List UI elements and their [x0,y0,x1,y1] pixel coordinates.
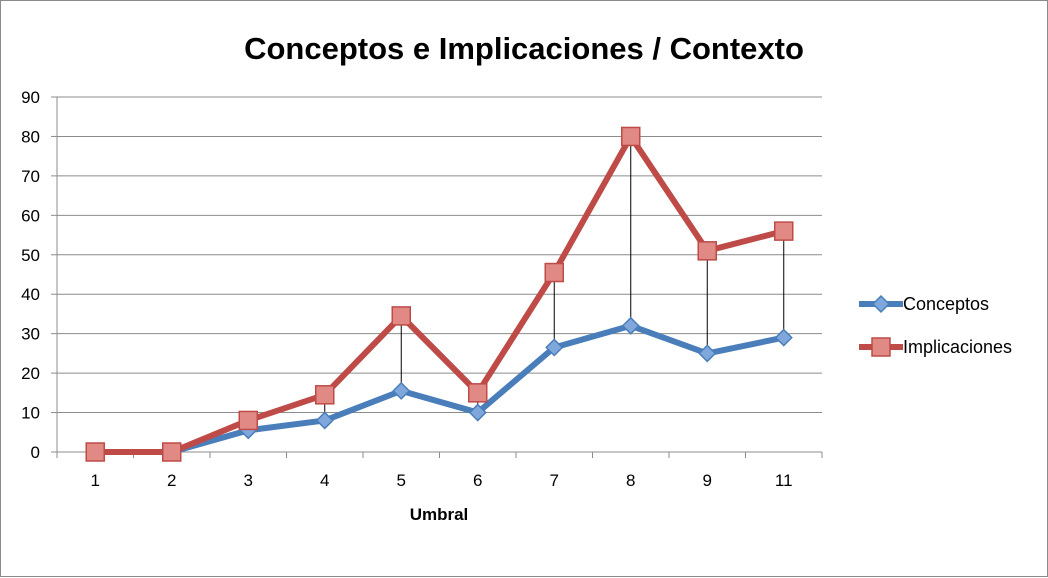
legend-label-conceptos: Conceptos [903,294,989,314]
x-tick-label: 6 [473,471,482,490]
data-point-conceptos [468,403,487,422]
y-tick-label: 50 [21,246,40,265]
y-tick-label: 40 [21,285,40,304]
data-point-conceptos [545,338,564,357]
series-line-conceptos [92,322,787,455]
legend-marker-implicaciones [871,337,891,357]
data-point-implicaciones [238,410,258,431]
data-point-implicaciones [774,221,794,241]
data-point-implicaciones [391,306,411,326]
series-markers [85,126,794,462]
data-point-conceptos [621,316,640,335]
data-point-conceptos [698,344,717,363]
y-tick-label: 0 [31,443,40,462]
grid-lines [57,96,822,414]
series-line-implicaciones [92,133,787,455]
chart-title: Conceptos e Implicaciones / Contexto [244,31,804,66]
y-tick-label: 60 [21,206,40,225]
y-tick-label: 10 [21,404,40,423]
data-point-implicaciones [544,262,564,283]
x-tick-label: 5 [397,471,406,490]
y-tick-label: 90 [21,88,40,107]
x-tick-label: 3 [244,471,253,490]
series-lines [92,133,787,455]
y-tick-label: 70 [21,167,40,186]
y-axis-ticks: 0 10 20 30 40 50 60 70 80 90 [21,88,57,462]
legend-label-implicaciones: Implicaciones [903,337,1012,357]
data-point-conceptos [315,411,334,430]
x-tick-label: 8 [626,471,635,490]
x-tick-label: 9 [703,471,712,490]
data-point-implicaciones [315,385,335,405]
legend: Conceptos Implicaciones [859,294,1012,357]
data-point-implicaciones [468,383,488,403]
x-tick-label: 1 [91,471,100,490]
legend-marker-conceptos [871,294,891,314]
y-tick-label: 20 [21,364,40,383]
x-tick-label: 2 [167,471,176,490]
y-tick-label: 80 [21,127,40,146]
x-axis-ticks: 1 2 3 4 5 6 7 8 9 11 [56,452,823,490]
data-point-implicaciones [621,126,641,147]
data-point-conceptos [774,328,793,347]
data-point-implicaciones [697,241,717,261]
data-point-implicaciones [162,442,182,462]
x-tick-label: 7 [550,471,559,490]
data-point-implicaciones [85,442,105,462]
x-tick-label: 11 [775,471,793,490]
x-tick-label: 4 [320,471,329,490]
x-axis-title: Umbral [410,505,469,524]
data-point-conceptos [392,381,411,400]
y-tick-label: 30 [21,325,40,344]
